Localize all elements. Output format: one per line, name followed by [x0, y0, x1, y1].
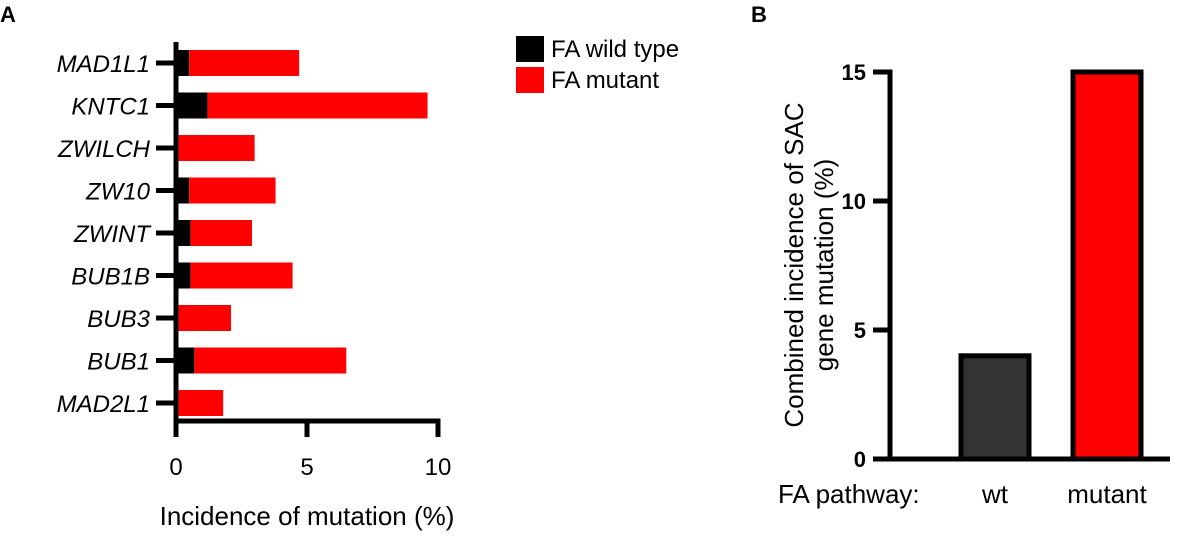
panel-a-legend: FA wild type FA mutant: [516, 36, 679, 94]
bar-bub1b-fa-wild-type: [176, 262, 191, 289]
bar-bub1-fa-mutant: [194, 347, 347, 374]
x-tick-label: 10: [425, 454, 452, 481]
b-y-tick-label: 15: [842, 60, 866, 85]
y-tick-label-kntc1: KNTC1: [71, 94, 150, 121]
b-y-tick-label: 5: [854, 318, 866, 343]
bar-zw10-fa-mutant: [189, 177, 276, 204]
bar-bub3-fa-mutant: [178, 305, 232, 331]
b-y-tick-label: 10: [842, 189, 866, 214]
bar-zwilch-fa-mutant: [178, 135, 255, 161]
panel-b-label: B: [751, 2, 767, 27]
bar-mad1l1-fa-wild-type: [176, 50, 190, 76]
y-tick-label-zwilch: ZWILCH: [57, 136, 151, 163]
panel-b-y-axis-label-line1: Combined incidence of SAC: [779, 102, 809, 427]
bar-zwint-fa-mutant: [190, 220, 252, 246]
legend-swatch-wild-type: [516, 36, 544, 62]
y-tick-label-bub1: BUB1: [87, 349, 150, 376]
y-tick-label-mad1l1: MAD1L1: [57, 51, 150, 78]
y-tick-label-mad2l1: MAD2L1: [57, 391, 150, 418]
bar-kntc1-fa-mutant: [207, 92, 428, 119]
panel-b-y-axis-label-line2: gene mutation (%): [809, 159, 839, 371]
panel-a-x-axis-label: Incidence of mutation (%): [160, 501, 455, 531]
bar-mad2l1-fa-mutant: [178, 390, 224, 416]
bar-mad1l1-fa-mutant: [189, 50, 300, 76]
bar-bub1b-fa-mutant: [190, 262, 293, 289]
y-tick-label-zwint: ZWINT: [73, 221, 152, 248]
x-tick-label: 5: [300, 454, 313, 481]
bar-mutant: [1070, 69, 1144, 462]
x-tick-label: 0: [169, 454, 182, 481]
panel-b-x-axis-label: FA pathway:: [778, 479, 920, 509]
legend-label-mutant: FA mutant: [551, 67, 659, 94]
bar-bub1-fa-wild-type: [176, 347, 195, 374]
b-x-tick-label-mutant: mutant: [1067, 479, 1147, 509]
bar-wt: [958, 353, 1032, 462]
bar-zw10-fa-wild-type: [176, 177, 190, 204]
bar-kntc1-fa-wild-type: [176, 92, 208, 119]
bar-zwint-fa-wild-type: [176, 220, 191, 246]
y-tick-label-bub1b: BUB1B: [71, 264, 150, 291]
b-y-tick-label: 0: [854, 447, 866, 472]
panel-b-chart: 0 5 10 15 wt mutant: [842, 60, 1170, 509]
y-tick-label-zw10: ZW10: [85, 179, 151, 206]
legend-swatch-mutant: [516, 67, 544, 93]
y-tick-label-bub3: BUB3: [87, 306, 150, 333]
b-x-tick-label-wt: wt: [981, 479, 1009, 509]
panel-a-chart: MAD1L1 KNTC1 ZWILCH ZW10 ZWINT BUB1B BUB3 BUB1 M…: [57, 42, 452, 481]
panel-a-label: A: [0, 2, 16, 27]
legend-label-wild-type: FA wild type: [551, 36, 679, 63]
